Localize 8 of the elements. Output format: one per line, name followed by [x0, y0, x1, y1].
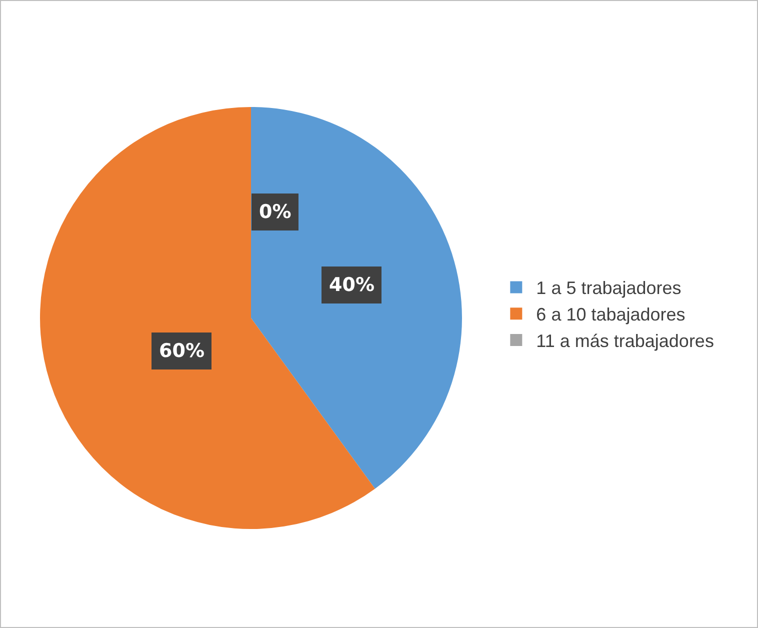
pie-slice: [40, 107, 376, 529]
legend-label: 11 a más trabajadores: [536, 331, 714, 352]
data-label: 40%: [329, 274, 374, 296]
legend-label: 6 a 10 tabajadores: [536, 304, 686, 325]
data-label: 60%: [159, 340, 204, 362]
text: 0%: [259, 201, 292, 223]
pie-slice: [251, 107, 462, 489]
legend-label: 1 a 5 trabajadores: [536, 278, 682, 298]
